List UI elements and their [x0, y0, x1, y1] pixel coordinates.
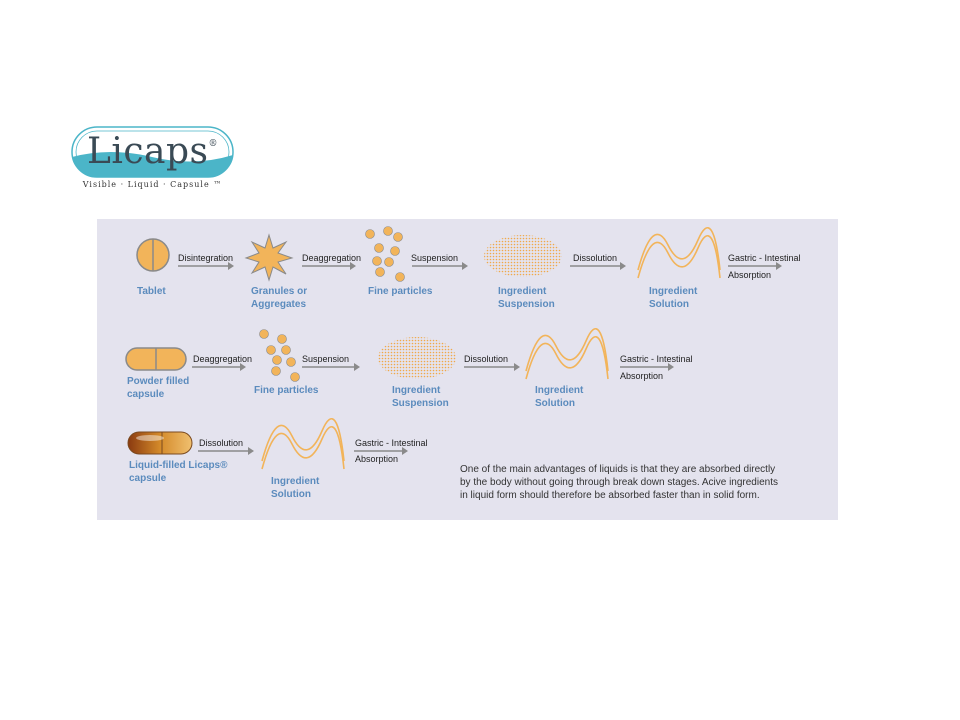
arrow-deaggregation-2: [192, 363, 246, 371]
arrow-dissolution-3: [198, 447, 254, 455]
logo-wordmark: Licaps®: [86, 131, 219, 172]
step-disintegration: Disintegration: [178, 253, 234, 263]
arrow-dissolution-2: [464, 363, 520, 371]
logo-tagline: Visible · Liquid · Capsule ™: [82, 180, 223, 189]
liquid-advantage-note: One of the main advantages of liquids is…: [460, 464, 778, 501]
arrow-deaggregation: [302, 262, 356, 270]
arrow-disintegration: [178, 262, 234, 270]
step-absorption: Absorption: [728, 270, 772, 280]
label-ingredient-solution-3: Ingredient Solution: [271, 476, 320, 500]
logo-capsule-shape: [71, 126, 234, 178]
label-fine-particles-2: Fine particles: [254, 385, 319, 396]
arrow-absorption-3: [354, 447, 408, 455]
arrow-suspension: [412, 262, 468, 270]
suspension-dots-icon: [484, 235, 562, 277]
solution-wave-icon-3: [261, 418, 345, 470]
powder-capsule-icon: [125, 347, 187, 371]
label-ingredient-suspension-2: Ingredient Suspension: [392, 385, 449, 409]
label-ingredient-solution-2: Ingredient Solution: [535, 385, 584, 409]
dissolution-diagram-panel: [97, 219, 838, 520]
arrow-suspension-2: [302, 363, 360, 371]
suspension-dots-icon-2: [378, 337, 456, 379]
label-fine-particles: Fine particles: [368, 286, 433, 297]
fine-particles-icon: [365, 226, 405, 282]
label-powder-capsule: Powder filled capsule: [127, 376, 190, 400]
granules-burst-icon: [244, 233, 294, 282]
label-ingredient-suspension: Ingredient Suspension: [498, 286, 555, 310]
step-absorption-3: Absorption: [355, 454, 399, 464]
label-tablet: Tablet: [137, 286, 166, 297]
label-ingredient-solution: Ingredient Solution: [649, 286, 698, 310]
step-deaggregation: Deaggregation: [302, 253, 362, 263]
step-deaggregation-2: Deaggregation: [193, 354, 253, 364]
tablet-icon: [136, 238, 170, 272]
fine-particles-icon-2: [259, 329, 300, 382]
step-dissolution: Dissolution: [573, 253, 618, 263]
arrow-absorption: [728, 262, 782, 270]
solution-wave-icon-2: [525, 328, 609, 380]
step-absorption-2: Absorption: [620, 371, 664, 381]
step-suspension-2: Suspension: [302, 354, 350, 364]
label-granules: Granules or Aggregates: [251, 286, 308, 310]
step-gastric-intestinal: Gastric - Intestinal: [728, 253, 801, 263]
step-gastric-intestinal-2: Gastric - Intestinal: [620, 354, 693, 364]
liquid-capsule-icon: [127, 431, 193, 455]
step-dissolution-3: Dissolution: [199, 438, 244, 448]
step-suspension: Suspension: [411, 253, 459, 263]
step-gastric-intestinal-3: Gastric - Intestinal: [355, 438, 428, 448]
licaps-logo: Licaps® Visible · Liquid · Capsule ™: [70, 125, 235, 195]
arrow-absorption-2: [620, 363, 674, 371]
step-dissolution-2: Dissolution: [464, 354, 509, 364]
arrow-dissolution: [570, 262, 626, 270]
solution-wave-icon: [637, 227, 721, 279]
label-liquid-capsule: Liquid-filled Licaps® capsule: [129, 460, 228, 484]
